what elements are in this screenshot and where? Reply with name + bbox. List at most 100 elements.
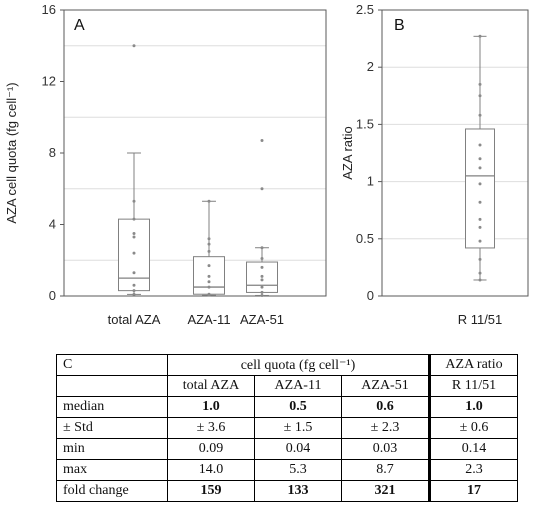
table-cell: 0.5: [254, 396, 342, 418]
y-tick-label: 1.5: [356, 116, 374, 131]
data-point: [132, 292, 136, 296]
column-header: total AZA: [167, 375, 255, 397]
data-point: [260, 278, 264, 282]
table-cell: ± 1.5: [254, 417, 342, 439]
box: [465, 128, 495, 249]
y-tick-label: 0: [367, 288, 374, 303]
table-header-row-2: total AZA AZA-11 AZA-51 R 11/51: [56, 375, 518, 397]
table-cell: 0.04: [254, 438, 342, 460]
x-tick-label: total AZA: [108, 312, 161, 327]
y-axis-label: AZA cell quota (fg cell⁻¹): [4, 82, 19, 223]
y-tick-label: 0.5: [356, 231, 374, 246]
y-tick-label: 12: [42, 74, 56, 89]
data-point: [207, 274, 211, 278]
ratio-header: AZA ratio: [428, 354, 518, 376]
table-cell: 14.0: [167, 459, 255, 481]
y-tick-label: 0: [49, 288, 56, 303]
table-cell: 17: [428, 480, 518, 502]
x-tick-label: AZA-11: [187, 312, 230, 327]
table-cell: ± 2.3: [341, 417, 430, 439]
x-tick-label: R 11/51: [458, 312, 503, 327]
row-label: fold change: [56, 480, 168, 502]
data-point: [260, 285, 264, 289]
table-header-row-1: C cell quota (fg cell⁻¹) AZA ratio: [56, 354, 518, 376]
table-cell: 1.0: [428, 396, 518, 418]
table-row-median: median 1.0 0.5 0.6 1.0: [56, 396, 518, 418]
data-point: [260, 290, 264, 294]
table-cell: ± 0.6: [428, 417, 518, 439]
table-cell: ± 3.6: [167, 417, 255, 439]
data-point: [478, 157, 482, 161]
table-cell: 321: [341, 480, 430, 502]
data-point: [207, 242, 211, 246]
panel-label: B: [394, 17, 405, 34]
statistics-table: C cell quota (fg cell⁻¹) AZA ratio total…: [56, 354, 518, 502]
data-point: [260, 187, 264, 191]
data-point: [260, 256, 264, 260]
data-point: [260, 138, 264, 142]
data-point: [207, 249, 211, 253]
row-label: max: [56, 459, 168, 481]
plot-frame: [381, 9, 529, 297]
data-point: [478, 82, 482, 86]
data-point: [207, 293, 211, 297]
y-axis-label: AZA ratio: [340, 126, 355, 179]
y-tick-label: 8: [49, 145, 56, 160]
data-point: [260, 293, 264, 297]
data-point: [478, 113, 482, 117]
data-point: [132, 271, 136, 275]
data-point: [478, 182, 482, 186]
data-point: [132, 235, 136, 239]
data-point: [132, 289, 136, 293]
y-tick-label: 1: [367, 174, 374, 189]
group-header: cell quota (fg cell⁻¹): [167, 354, 430, 376]
data-point: [132, 283, 136, 287]
table-cell: 159: [167, 480, 255, 502]
data-point: [260, 246, 264, 250]
column-header: AZA-11: [254, 375, 342, 397]
table-cell: 2.3: [428, 459, 518, 481]
table-cell: 1.0: [167, 396, 255, 418]
plot-frame: [63, 9, 327, 297]
data-point: [478, 257, 482, 261]
data-point: [132, 251, 136, 255]
y-tick-label: 2: [367, 59, 374, 74]
box: [118, 218, 150, 292]
data-point: [207, 264, 211, 268]
data-point: [478, 271, 482, 275]
row-label: median: [56, 396, 168, 418]
table-row-fold-change: fold change 159 133 321 17: [56, 480, 518, 502]
table-cell: 0.14: [428, 438, 518, 460]
x-tick-label: AZA-51: [240, 312, 284, 327]
row-label: min: [56, 438, 168, 460]
table-cell: 5.3: [254, 459, 342, 481]
table-cell: 133: [254, 480, 342, 502]
data-point: [478, 143, 482, 147]
row-label: ± Std: [56, 417, 168, 439]
table-row-max: max 14.0 5.3 8.7 2.3: [56, 459, 518, 481]
data-point: [132, 44, 136, 48]
data-point: [478, 94, 482, 98]
data-point: [478, 166, 482, 170]
table-cell: 0.09: [167, 438, 255, 460]
column-header: R 11/51: [428, 375, 518, 397]
data-point: [478, 217, 482, 221]
data-point: [478, 34, 482, 38]
data-point: [132, 217, 136, 221]
y-tick-label: 4: [49, 217, 56, 232]
table-cell: 0.6: [341, 396, 430, 418]
panel-label-c: C: [56, 354, 168, 376]
data-point: [260, 265, 264, 269]
data-point: [132, 231, 136, 235]
data-point: [478, 239, 482, 243]
y-tick-label: 16: [42, 2, 56, 17]
data-point: [207, 280, 211, 284]
data-point: [207, 237, 211, 241]
y-tick-label: 2.5: [356, 2, 374, 17]
data-point: [478, 200, 482, 204]
table-row-std: ± Std ± 3.6 ± 1.5 ± 2.3 ± 0.6: [56, 417, 518, 439]
table-cell: 8.7: [341, 459, 430, 481]
data-point: [132, 199, 136, 203]
data-point: [478, 278, 482, 282]
